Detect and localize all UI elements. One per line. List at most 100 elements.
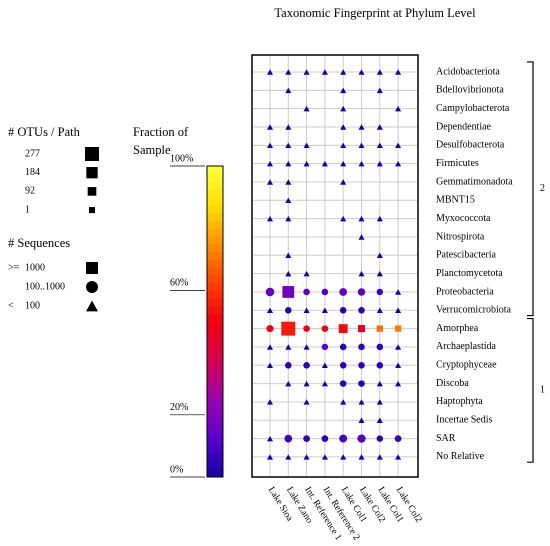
colorbar-tick-label: 20%	[170, 402, 188, 413]
row-label: Verrucomicrobiota	[436, 305, 512, 316]
colorbar-band	[207, 305, 223, 315]
colorbar-band	[207, 282, 223, 291]
otu-legend-label: 1	[25, 204, 30, 215]
colorbar-band	[207, 321, 223, 330]
cell-mark	[395, 454, 402, 460]
cell-mark	[321, 69, 328, 75]
cell-mark	[358, 160, 365, 167]
cell-mark	[358, 417, 365, 424]
sequences-legend-label: 100	[25, 300, 40, 311]
cell-mark	[394, 435, 402, 442]
colorbar-band	[207, 243, 223, 253]
row-label: Desulfobacterota	[436, 140, 505, 151]
chart-title: Taxonomic Fingerprint at Phylum Level	[274, 6, 476, 20]
cell-mark	[376, 215, 383, 222]
colorbar-tick-label: 100%	[170, 153, 193, 164]
cell-mark	[285, 344, 292, 350]
cell-mark	[376, 380, 383, 387]
cell-mark	[266, 325, 274, 333]
colorbar-band	[207, 344, 223, 354]
cell-mark	[282, 286, 295, 298]
colorbar-band	[207, 422, 223, 431]
row-label: No Relative	[436, 451, 485, 462]
row-label: Incertae Sedis	[436, 415, 492, 426]
cell-mark	[303, 361, 310, 369]
cell-mark	[376, 435, 384, 442]
cell-mark	[303, 105, 310, 112]
cell-mark	[340, 69, 347, 75]
sequences-legend-label: 100..1000	[25, 281, 65, 292]
cell-mark	[266, 435, 274, 442]
cell-mark	[321, 343, 329, 351]
cell-mark	[303, 454, 310, 460]
cell-mark	[358, 361, 365, 369]
cell-mark	[303, 160, 310, 167]
cell-mark	[339, 343, 347, 351]
cell-mark	[266, 160, 274, 167]
row-label: Patescibacteria	[436, 250, 497, 261]
cell-mark	[303, 380, 310, 387]
cell-mark	[376, 307, 383, 314]
cell-mark	[285, 215, 292, 222]
row-label: MBNT15	[436, 195, 475, 206]
cell-mark	[340, 399, 347, 405]
group-bracket	[527, 61, 534, 317]
cell-mark	[376, 361, 384, 369]
row-label: Bdellovibrionota	[436, 85, 504, 96]
plot-frame	[251, 54, 419, 478]
cell-mark	[265, 287, 275, 297]
cell-mark	[266, 69, 274, 75]
group-label: 2	[540, 183, 545, 194]
colorbar-band	[207, 360, 223, 369]
colorbar-band	[207, 391, 223, 400]
colorbar-band	[207, 267, 223, 276]
cell-mark	[285, 270, 292, 277]
cell-mark	[321, 435, 329, 442]
colorbar-band	[207, 290, 223, 299]
row-label: SAR	[436, 433, 456, 444]
cell-mark	[358, 399, 365, 405]
cell-mark	[376, 124, 383, 130]
row-label: Amorphea	[436, 323, 479, 334]
cell-mark	[285, 87, 292, 94]
group-bracket	[527, 317, 534, 463]
cell-mark	[303, 307, 310, 314]
otu-legend-title: # OTUs / Path	[8, 125, 81, 139]
row-label: Archaeplastida	[436, 341, 497, 352]
cell-mark	[395, 69, 402, 75]
colorbar-band	[207, 383, 223, 392]
colorscale-title: Fraction of	[133, 125, 189, 139]
cell-mark	[303, 325, 310, 332]
colorbar-band	[207, 274, 223, 284]
colorbar-tick-label: 0%	[170, 464, 183, 475]
colorbar-band	[207, 204, 223, 214]
cell-mark	[395, 142, 402, 149]
cell-mark	[285, 197, 292, 204]
cell-mark	[303, 142, 310, 149]
colorbar-frame	[206, 165, 224, 478]
cell-mark	[321, 454, 328, 460]
row-label: Dependentiae	[436, 121, 492, 132]
cell-mark	[376, 417, 383, 424]
cell-mark	[339, 434, 348, 443]
cell-mark	[303, 399, 310, 405]
cell-mark	[303, 344, 310, 350]
cell-mark	[395, 380, 402, 387]
row-label: Discoba	[436, 378, 469, 389]
colorbar-band	[207, 461, 223, 470]
row-label: Planctomycetota	[436, 268, 503, 279]
cell-mark	[358, 124, 365, 130]
cell-mark	[395, 344, 402, 350]
row-label: Haptophyta	[436, 396, 483, 407]
cell-mark	[340, 215, 347, 222]
cell-mark	[358, 69, 365, 75]
sequences-legend-symbol	[86, 262, 98, 274]
colorbar-band	[207, 469, 223, 478]
cell-mark	[340, 160, 347, 167]
colorbar-band	[207, 181, 223, 190]
cell-mark	[358, 380, 365, 387]
cell-mark	[321, 362, 328, 369]
cell-mark	[376, 142, 383, 149]
cell-mark	[285, 307, 292, 314]
